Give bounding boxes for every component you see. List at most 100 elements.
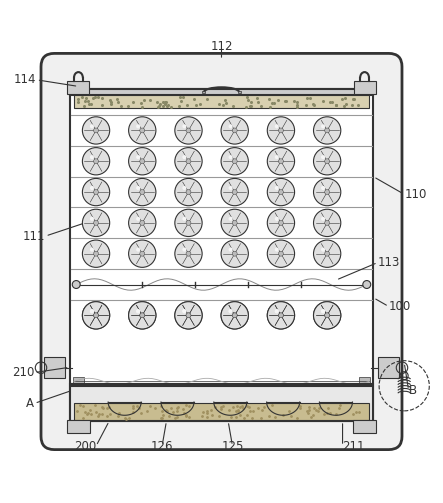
- Circle shape: [275, 309, 279, 313]
- Circle shape: [279, 159, 284, 163]
- Circle shape: [221, 302, 249, 329]
- Circle shape: [267, 302, 295, 329]
- Circle shape: [232, 220, 237, 225]
- Circle shape: [275, 309, 279, 313]
- Circle shape: [93, 190, 98, 195]
- Circle shape: [321, 247, 325, 252]
- Circle shape: [183, 309, 187, 313]
- Bar: [44, 357, 65, 378]
- Circle shape: [314, 240, 341, 268]
- Circle shape: [175, 302, 202, 329]
- Circle shape: [314, 179, 341, 206]
- Circle shape: [90, 217, 94, 221]
- Circle shape: [128, 240, 156, 268]
- Text: 112: 112: [210, 40, 233, 53]
- Bar: [359, 377, 370, 385]
- Circle shape: [93, 313, 98, 318]
- Text: 210: 210: [12, 366, 35, 379]
- Circle shape: [140, 313, 145, 318]
- Circle shape: [136, 309, 140, 313]
- Circle shape: [93, 159, 98, 163]
- Bar: [353, 420, 377, 433]
- Circle shape: [175, 302, 202, 329]
- Circle shape: [229, 155, 233, 159]
- Circle shape: [314, 117, 341, 144]
- Circle shape: [90, 124, 94, 128]
- Circle shape: [229, 124, 233, 128]
- Circle shape: [325, 313, 330, 318]
- Circle shape: [183, 217, 187, 221]
- Circle shape: [232, 313, 237, 318]
- FancyBboxPatch shape: [41, 53, 402, 450]
- Circle shape: [232, 159, 237, 163]
- Circle shape: [325, 220, 330, 225]
- Circle shape: [128, 117, 156, 144]
- Circle shape: [82, 209, 110, 236]
- Text: 200: 200: [74, 440, 96, 453]
- Circle shape: [229, 217, 233, 221]
- Circle shape: [186, 251, 191, 256]
- Text: 110: 110: [404, 188, 427, 201]
- Circle shape: [72, 281, 80, 289]
- Circle shape: [221, 302, 249, 329]
- Circle shape: [183, 186, 187, 190]
- Circle shape: [314, 302, 341, 329]
- Circle shape: [93, 220, 98, 225]
- Circle shape: [221, 240, 249, 268]
- Circle shape: [90, 309, 94, 313]
- Circle shape: [82, 179, 110, 206]
- Circle shape: [279, 313, 284, 318]
- Circle shape: [136, 155, 140, 159]
- Circle shape: [175, 117, 202, 144]
- Text: 114: 114: [14, 73, 37, 87]
- Bar: [67, 80, 89, 94]
- Text: A: A: [27, 397, 35, 410]
- Circle shape: [128, 302, 156, 329]
- Bar: [378, 357, 399, 378]
- Circle shape: [267, 209, 295, 236]
- Circle shape: [275, 155, 279, 159]
- Circle shape: [183, 124, 187, 128]
- Circle shape: [82, 302, 110, 329]
- Circle shape: [183, 247, 187, 252]
- Bar: [74, 95, 369, 109]
- Bar: [70, 89, 373, 95]
- Circle shape: [186, 128, 191, 133]
- Circle shape: [128, 209, 156, 236]
- Text: 111: 111: [23, 229, 46, 242]
- Circle shape: [267, 117, 295, 144]
- Circle shape: [325, 313, 330, 318]
- Circle shape: [279, 220, 284, 225]
- Circle shape: [82, 240, 110, 268]
- Bar: [70, 89, 373, 421]
- Circle shape: [90, 186, 94, 190]
- Circle shape: [229, 186, 233, 190]
- Text: 126: 126: [151, 440, 173, 453]
- Circle shape: [232, 128, 237, 133]
- Circle shape: [82, 117, 110, 144]
- Circle shape: [136, 217, 140, 221]
- Circle shape: [183, 155, 187, 159]
- Circle shape: [321, 186, 325, 190]
- Circle shape: [186, 313, 191, 318]
- Circle shape: [140, 128, 145, 133]
- Circle shape: [140, 251, 145, 256]
- Circle shape: [279, 313, 284, 318]
- Circle shape: [232, 190, 237, 195]
- Circle shape: [267, 179, 295, 206]
- Circle shape: [93, 251, 98, 256]
- Circle shape: [128, 179, 156, 206]
- Bar: [354, 80, 376, 94]
- Circle shape: [90, 155, 94, 159]
- Circle shape: [321, 155, 325, 159]
- Circle shape: [325, 251, 330, 256]
- Circle shape: [90, 309, 94, 313]
- Circle shape: [267, 302, 295, 329]
- Circle shape: [93, 128, 98, 133]
- Circle shape: [136, 247, 140, 252]
- Text: 113: 113: [378, 256, 400, 269]
- Bar: [70, 384, 373, 421]
- Circle shape: [267, 240, 295, 268]
- Circle shape: [279, 190, 284, 195]
- Circle shape: [221, 117, 249, 144]
